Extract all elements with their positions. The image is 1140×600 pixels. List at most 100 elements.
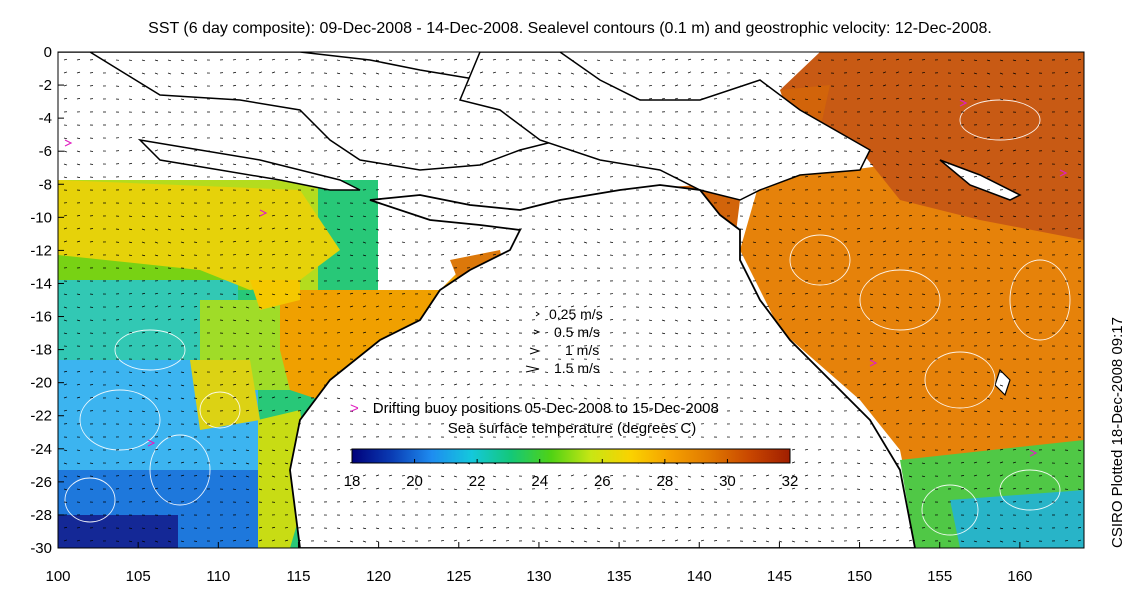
velocity-vector [76,332,81,334]
velocity-vector [921,462,926,464]
velocity-vector [193,72,198,74]
velocity-vector [570,254,575,257]
velocity-vector [63,253,68,256]
velocity-vector [583,371,588,374]
velocity-vector [453,240,458,243]
velocity-vector [1012,461,1017,464]
velocity-vector [661,396,666,399]
velocity-vector [1077,475,1082,478]
velocity-vector [258,539,263,542]
velocity-vector [778,397,783,400]
velocity-vector [76,137,81,139]
buoy-marker [959,99,968,107]
velocity-vector [232,539,237,542]
velocity-vector [999,461,1004,464]
velocity-vector [167,136,172,139]
velocity-vector [986,98,991,101]
velocity-vector [999,98,1004,101]
velocity-vector [284,98,289,100]
velocity-vector [1077,240,1082,243]
velocity-vector [349,215,354,218]
velocity-vector [882,319,887,322]
velocity-vector [141,228,146,231]
velocity-vector [375,215,380,218]
velocity-vector [999,85,1004,88]
velocity-vector [245,137,250,140]
velocity-vector [505,397,510,399]
velocity-vector [362,72,367,75]
velocity-vector [154,474,159,477]
velocity-vector [700,306,705,309]
velocity-vector [1064,241,1069,243]
velocity-vector [284,488,289,491]
velocity-vector [687,370,692,373]
velocity-vector [687,163,692,166]
velocity-vector [713,319,718,321]
velocity-vector [479,409,484,412]
y-tick-label: -10 [30,209,52,226]
velocity-vector [63,396,68,399]
velocity-vector [869,227,874,230]
velocity-vector [544,488,549,490]
velocity-vector [453,137,458,140]
velocity-vector [258,396,263,399]
y-tick-label: -20 [30,375,52,392]
velocity-vector [596,136,601,139]
velocity-vector [167,461,172,464]
velocity-vector [284,371,289,373]
y-tick-label: -12 [30,242,52,259]
velocity-vector [700,150,705,153]
velocity-vector [453,475,458,478]
velocity-vector [505,540,510,542]
velocity-vector [752,384,757,386]
velocity-vector [440,84,445,87]
velocity-vector [661,306,666,309]
velocity-vector [544,149,549,152]
velocity-vector [492,58,497,61]
velocity-vector [908,214,913,217]
velocity-vector [804,305,809,308]
velocity-vector [336,384,341,387]
velocity-vector [583,85,588,88]
velocity-vector [349,318,354,321]
velocity-vector [466,409,471,412]
velocity-vector [882,150,887,153]
velocity-vector [700,319,705,322]
velocity-vector [258,58,263,61]
velocity-vector [232,410,237,412]
velocity-vector [180,540,185,543]
velocity-vector [544,215,549,217]
velocity-vector [869,462,874,465]
velocity-vector [908,332,913,335]
velocity-vector [583,59,588,62]
velocity-vector [986,72,991,75]
velocity-vector [245,150,250,153]
velocity-vector [856,85,861,87]
velocity-vector [700,227,705,230]
velocity-vector [63,84,68,87]
velocity-vector [375,175,380,178]
velocity-vector [232,176,237,178]
velocity-vector [505,319,510,321]
velocity-vector [440,332,445,334]
velocity-vector [752,474,757,477]
velocity-vector [336,85,341,88]
velocity-vector [154,318,159,321]
velocity-vector [375,305,380,308]
velocity-vector [674,58,679,61]
x-tick-label: 130 [526,568,551,585]
velocity-vector [167,228,172,231]
velocity-vector [700,137,705,140]
velocity-vector [284,84,289,87]
velocity-vector [999,136,1004,139]
velocity-vector [713,72,718,74]
velocity-vector [336,449,341,451]
velocity-vector [492,240,497,243]
velocity-vector [960,475,965,477]
velocity-vector [63,462,68,465]
velocity-vector [817,397,822,399]
velocity-vector [713,384,718,386]
velocity-vector [440,227,445,230]
velocity-vector [804,149,809,152]
velocity-vector [1025,384,1030,387]
